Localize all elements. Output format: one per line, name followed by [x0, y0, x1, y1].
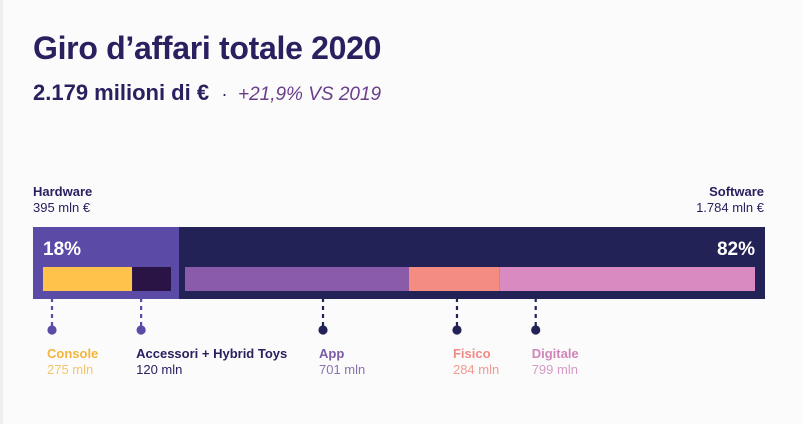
hardware-header: Hardware 395 mln €	[33, 184, 92, 216]
legend-connectors	[47, 298, 541, 335]
legend-name: Digitale	[531, 346, 579, 361]
legend-label: Accessori + Hybrid Toys 120 mln	[136, 346, 287, 378]
legend-name: App	[319, 346, 345, 361]
chart-title: Giro d’affari totale 2020	[33, 30, 382, 66]
share-label-hardware: 18%	[43, 239, 81, 260]
page-edge	[0, 0, 3, 424]
hardware-value: 395 mln €	[33, 200, 91, 215]
legend-value: 799 mln	[531, 362, 578, 377]
total-revenue: 2.179 milioni di €	[33, 80, 210, 105]
legend-label: App 701 mln	[319, 346, 365, 378]
software-header: Software 1.784 mln €	[696, 184, 764, 216]
growth-vs-2019: +21,9% VS 2019	[237, 84, 382, 105]
subtitle-row: 2.179 milioni di € · +21,9% VS 2019	[33, 80, 381, 106]
legend-label: Digitale 799 mln	[532, 346, 579, 378]
legend-value: 275 mln	[47, 362, 94, 377]
connector-dot	[452, 325, 462, 335]
connector-dot	[47, 325, 57, 335]
bar-segment-app	[185, 267, 409, 291]
connector-dot	[318, 325, 328, 335]
bar-segment-console	[43, 267, 133, 291]
separator-dot: ·	[221, 84, 228, 104]
legend-name: Accessori + Hybrid Toys	[136, 346, 288, 361]
legend-value: 120 mln	[136, 362, 183, 377]
stacked-bar-chart: 18% 82%	[33, 227, 765, 299]
connector-dot	[136, 325, 146, 335]
hardware-name: Hardware	[33, 184, 93, 199]
software-name: Software	[709, 184, 764, 199]
bar-segment-fisico	[408, 267, 500, 291]
legend-label: Console 275 mln	[47, 346, 98, 378]
legend-label: Fisico 284 mln	[453, 346, 499, 378]
bar-segment-accessori-hybrid-toys	[132, 267, 171, 291]
software-value: 1.784 mln €	[696, 200, 764, 215]
connector-dot	[531, 325, 541, 335]
legend-value: 284 mln	[452, 362, 500, 377]
legend-value: 701 mln	[319, 362, 366, 377]
legend-name: Console	[47, 346, 99, 361]
share-label-software: 82%	[717, 239, 755, 260]
legend-name: Fisico	[452, 346, 491, 361]
bar-segment-digitale	[499, 267, 755, 291]
